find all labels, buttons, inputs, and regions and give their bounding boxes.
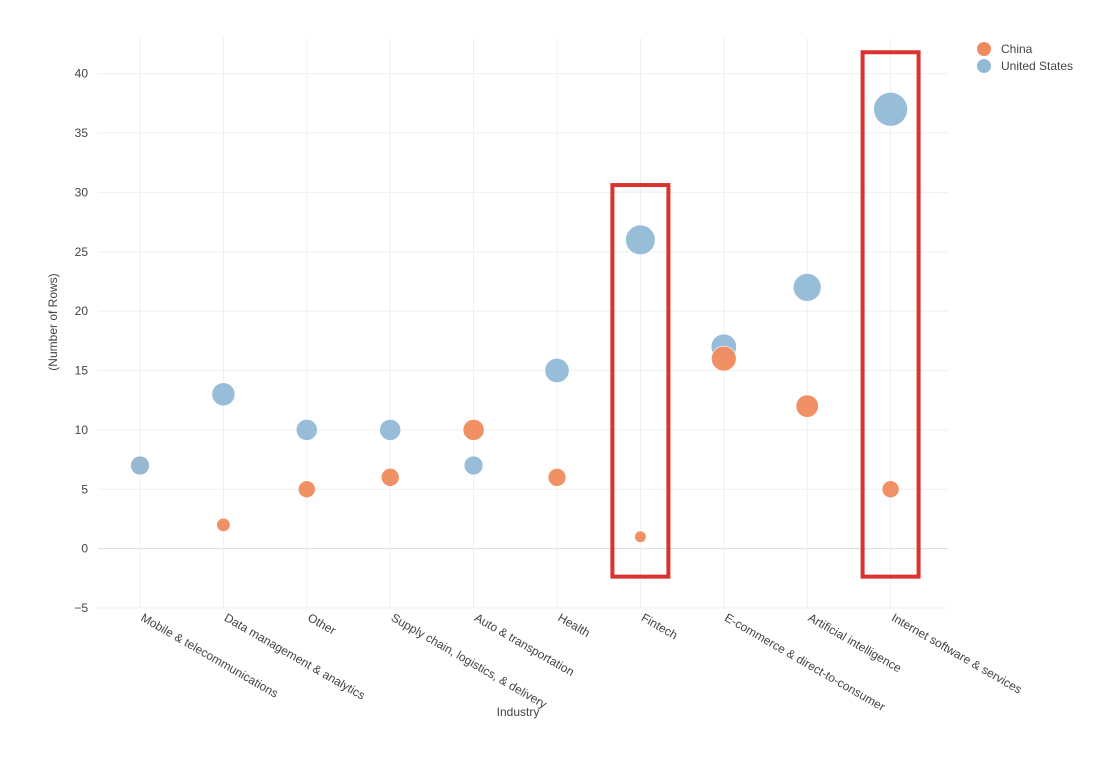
x-axis-title: Industry xyxy=(497,705,540,719)
legend: China United States xyxy=(977,42,1073,73)
bubble-china-internet-software-services[interactable] xyxy=(881,480,900,499)
legend-swatch-united-states xyxy=(977,59,991,73)
bubble-united-states-other[interactable] xyxy=(295,419,318,441)
bubble-united-states-artificial-intelligence[interactable] xyxy=(792,273,822,302)
highlight-box-fintech xyxy=(610,183,671,579)
legend-swatch-china xyxy=(977,42,991,56)
x-tick-label-supply-chain-logistics-delivery: Supply chain, logistics, & delivery xyxy=(389,610,550,711)
bubble-united-states-mobile-telecommunications[interactable] xyxy=(130,455,150,476)
y-tick-label: 40 xyxy=(75,67,89,81)
bubble-united-states-data-management-analytics[interactable] xyxy=(211,382,236,407)
x-tick-label-other: Other xyxy=(305,610,338,637)
bubble-united-states-health[interactable] xyxy=(544,358,570,383)
bubble-china-fintech[interactable] xyxy=(634,530,647,543)
x-tick-label-mobile-telecommunications: Mobile & telecommunications xyxy=(139,610,281,700)
legend-item-china[interactable]: China xyxy=(977,42,1033,56)
bubble-united-states-supply-chain-logistics-delivery[interactable] xyxy=(379,419,402,441)
x-tick-label-fintech: Fintech xyxy=(639,610,680,642)
legend-item-united-states[interactable]: United States xyxy=(977,59,1073,73)
legend-label-china: China xyxy=(1001,42,1033,56)
y-tick-label: 30 xyxy=(75,185,89,199)
y-tick-label: 35 xyxy=(75,126,89,140)
highlight-box-internet-software-services xyxy=(860,50,921,579)
bubble-china-health[interactable] xyxy=(547,468,567,487)
bubbles xyxy=(130,91,908,543)
legend-label-united-states: United States xyxy=(1001,59,1073,73)
bubble-china-other[interactable] xyxy=(297,480,316,499)
y-tick-label: 5 xyxy=(81,482,88,496)
bubble-china-artificial-intelligence[interactable] xyxy=(795,394,819,418)
bubble-china-e-commerce-direct-to-consumer[interactable] xyxy=(711,345,737,372)
y-tick-labels: −5 0 5 10 15 20 25 30 35 40 xyxy=(74,67,88,615)
x-tick-label-e-commerce-direct-to-consumer: E-commerce & direct-to-consumer xyxy=(722,610,887,713)
y-tick-label: 10 xyxy=(75,423,89,437)
bubble-china-supply-chain-logistics-delivery[interactable] xyxy=(380,468,400,487)
bubble-china-auto-transportation[interactable] xyxy=(462,419,485,441)
x-tick-label-internet-software-services: Internet software & services xyxy=(889,610,1024,696)
bubble-united-states-internet-software-services[interactable] xyxy=(873,91,908,127)
bubble-united-states-auto-transportation[interactable] xyxy=(463,455,484,476)
bubble-united-states-fintech[interactable] xyxy=(625,224,656,255)
x-tick-label-data-management-analytics: Data management & analytics xyxy=(222,610,368,702)
x-tick-label-health: Health xyxy=(556,610,593,639)
grid-lines xyxy=(98,38,948,609)
bubble-china-data-management-analytics[interactable] xyxy=(216,517,231,532)
y-tick-label: 0 xyxy=(81,542,88,556)
y-tick-label: 25 xyxy=(75,245,89,259)
y-axis-title: (Number of Rows) xyxy=(46,273,60,370)
y-tick-label: −5 xyxy=(74,601,88,615)
highlight-boxes xyxy=(610,50,921,579)
y-tick-label: 15 xyxy=(75,364,89,378)
y-tick-label: 20 xyxy=(75,304,89,318)
